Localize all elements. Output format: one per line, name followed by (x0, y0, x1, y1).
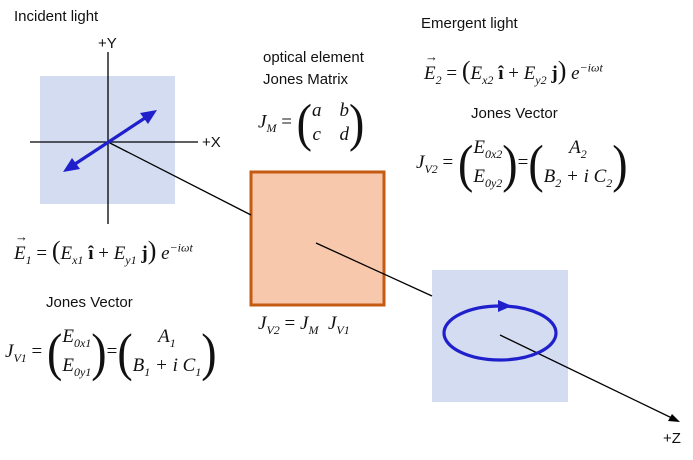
linear-polarization-arrow (71, 114, 149, 168)
polarization-arrowhead-up (140, 110, 157, 124)
jones-vector-left-label: Jones Vector (46, 294, 133, 311)
jones-vector-right-label: Jones Vector (471, 105, 558, 122)
jones-vector-2-equation: JV2 = ( E0x2 E0y2 ) = ( A2 B2 + i C2 ) (416, 133, 628, 193)
z-axis-segment-2 (315, 242, 433, 297)
z-axis-segment-1 (107, 141, 252, 216)
emergent-panel (432, 270, 568, 402)
incident-light-label: Incident light (14, 8, 99, 25)
x-axis-label: +X (202, 134, 221, 151)
ellipse-direction-arrow (498, 300, 512, 312)
z-axis-segment-3 (499, 334, 677, 421)
z-axis-arrowhead (668, 414, 680, 422)
e2-equation: → E2 = (Ex2 î + Ey2 j) e−iωt (424, 49, 603, 87)
jones-matrix-label: Jones Matrix (263, 71, 349, 88)
optical-element-label: optical element (263, 49, 364, 66)
optical-element (249, 170, 386, 307)
y-axis-label: +Y (98, 35, 117, 52)
jones-vector-1-equation: JV1 = ( E0x1 E0y1 ) = ( A1 B1 + i C1 ) (5, 322, 217, 382)
e1-equation: → E1 = (Ex1 î + Ey1 j) e−iωt (14, 229, 193, 267)
jones-product-equation: JV2 = JM JV1 (258, 313, 350, 337)
emergent-light-label: Emergent light (421, 15, 518, 32)
polarization-arrowhead-down (63, 158, 80, 172)
z-axis-label: +Z (663, 430, 681, 447)
